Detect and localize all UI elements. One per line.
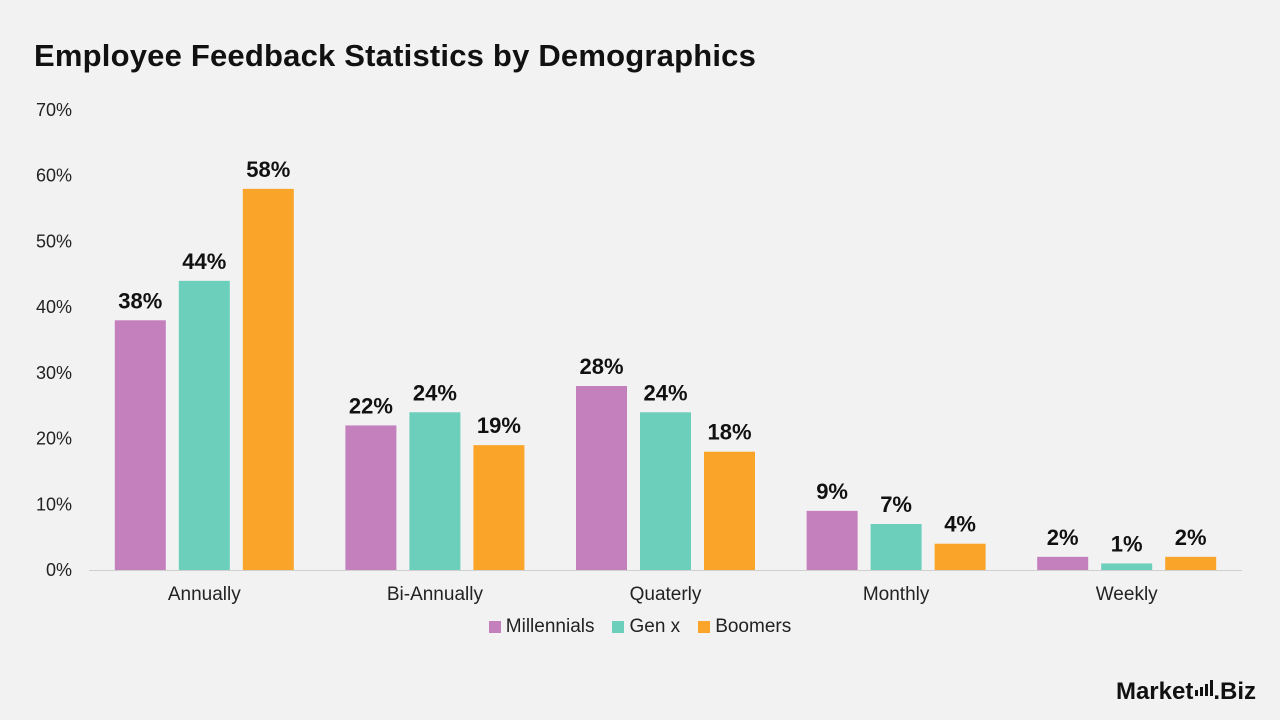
y-tick-label: 60% bbox=[36, 166, 72, 186]
bars bbox=[114, 188, 1217, 570]
data-labels: 38% 44% 58% 22% 24% 19% 28% 24% 18% 9% 7% 4% 2% 1% 2% bbox=[118, 157, 1206, 557]
data-label: 18% bbox=[707, 420, 751, 445]
bar bbox=[178, 280, 230, 570]
bar bbox=[473, 445, 525, 570]
bar bbox=[576, 386, 627, 570]
bar bbox=[409, 412, 461, 570]
bar bbox=[242, 188, 294, 570]
legend-label: Millennials bbox=[505, 616, 595, 637]
legend-label: Gen x bbox=[629, 616, 681, 637]
x-tick-label: Monthly bbox=[863, 584, 930, 605]
y-tick-label: 0% bbox=[46, 560, 72, 580]
y-tick-label: 50% bbox=[36, 231, 72, 251]
data-label: 2% bbox=[1175, 525, 1207, 550]
y-tick-label: 10% bbox=[36, 494, 72, 514]
legend-swatch bbox=[488, 621, 501, 633]
data-label: 44% bbox=[182, 249, 226, 274]
legend-item: Millennials bbox=[488, 616, 595, 638]
data-label: 9% bbox=[816, 479, 848, 504]
legend-item: Boomers bbox=[698, 616, 791, 638]
data-label: 22% bbox=[349, 393, 393, 418]
brand-name: Market bbox=[1115, 678, 1194, 705]
legend-swatch bbox=[612, 621, 625, 633]
data-label: 24% bbox=[643, 380, 687, 405]
y-tick-label: 30% bbox=[36, 363, 72, 383]
x-tick-label: Weekly bbox=[1096, 584, 1158, 605]
brand-suffix: .Biz bbox=[1213, 678, 1256, 705]
y-tick-label: 20% bbox=[36, 429, 72, 449]
data-label: 7% bbox=[880, 492, 912, 517]
bar bbox=[114, 320, 166, 570]
x-tick-label: Bi-Annually bbox=[387, 584, 484, 605]
bar bbox=[640, 412, 691, 570]
data-label: 24% bbox=[413, 380, 457, 405]
x-tick-label: Annually bbox=[168, 584, 241, 605]
x-axis: Annually Bi-Annually Quaterly Monthly Weekly bbox=[168, 584, 1158, 605]
bar bbox=[1037, 556, 1089, 570]
brand-bars-icon bbox=[1195, 680, 1214, 696]
bar bbox=[934, 543, 986, 570]
data-label: 58% bbox=[246, 157, 290, 182]
bar bbox=[806, 510, 858, 570]
legend-label: Boomers bbox=[715, 616, 792, 637]
x-tick-label: Quaterly bbox=[630, 584, 702, 605]
y-tick-label: 40% bbox=[36, 297, 72, 317]
chart-title: Employee Feedback Statistics by Demograp… bbox=[34, 38, 757, 73]
bar bbox=[870, 524, 922, 570]
legend: Millennials Gen x Boomers bbox=[0, 616, 1280, 638]
data-label: 1% bbox=[1111, 531, 1143, 556]
bar bbox=[345, 425, 397, 570]
brand-logo: Market .Biz bbox=[1116, 678, 1256, 706]
data-label: 4% bbox=[944, 512, 976, 537]
y-axis: 0% 10% 20% 30% 40% 50% 60% 70% bbox=[36, 100, 72, 580]
legend-swatch bbox=[698, 621, 711, 633]
data-label: 2% bbox=[1047, 525, 1079, 550]
y-tick-label: 70% bbox=[36, 100, 72, 120]
data-label: 28% bbox=[579, 354, 623, 379]
legend-item: Gen x bbox=[612, 616, 680, 638]
bar bbox=[704, 451, 755, 570]
bar bbox=[1165, 556, 1217, 570]
data-label: 19% bbox=[477, 413, 521, 438]
bar bbox=[1101, 563, 1153, 570]
data-label: 38% bbox=[118, 288, 162, 313]
